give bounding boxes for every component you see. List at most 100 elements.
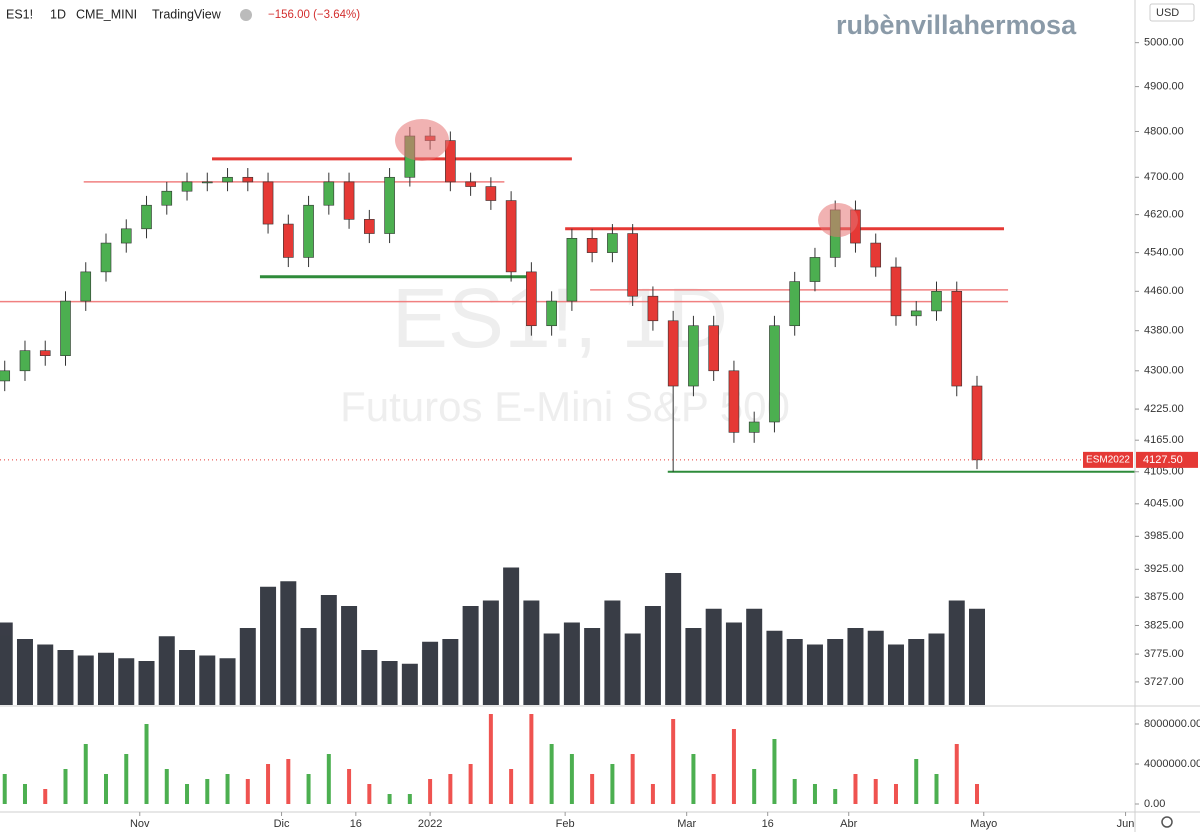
volume-bar [549,744,554,804]
symbol-tag-label: ESM2022 [1086,455,1130,466]
highlight [818,203,858,237]
volume-bar [341,606,358,705]
volume-bar [847,628,864,705]
interval: 1D [50,7,66,21]
currency-button[interactable] [1149,3,1195,22]
volume-bar [853,774,858,804]
candle-body [971,385,983,461]
volume-bar [442,639,459,705]
volume-bar [833,789,838,804]
volume-bar [914,759,919,804]
y-tick-label: 4300.00 [1144,365,1184,377]
currency: USD [1156,7,1179,19]
volume-bar [306,774,311,804]
volume-bar [948,600,965,705]
volume-bar [812,784,817,804]
volume-bar [179,650,196,705]
candle-body [505,200,517,273]
candle-body [769,325,780,423]
volume-bar [650,784,655,804]
candle-body [485,186,497,201]
volume-bar [367,784,372,804]
candle-body [80,271,92,302]
volume-bar [908,639,925,705]
x-tick-label: Feb [556,818,575,830]
candle-body [566,238,578,302]
y-tick-label: 4460.00 [1144,285,1184,297]
candle-body [951,291,963,387]
candle-body [181,181,193,192]
volume-bar [185,784,190,804]
volume-bar [630,754,635,804]
y-tick-label: 3825.00 [1144,619,1184,631]
candle-body [586,238,598,253]
candle-body [39,350,51,356]
volume-bar [503,567,520,705]
volume-bar [225,774,230,804]
volume-bar [164,769,169,804]
candle-body [222,176,233,183]
volume-bar [468,764,473,804]
volume-bar [893,784,898,804]
y-tick-label: 4225.00 [1144,403,1184,415]
highlight [395,119,449,161]
volume-bar [158,636,175,705]
x-tick-label: Nov [130,818,150,830]
candle-body [120,228,132,244]
candle-body [161,190,173,206]
candle-body [323,181,335,206]
y-tick-label: 3925.00 [1144,563,1184,575]
volume-bar [569,754,574,804]
candle-body [100,242,112,273]
candle-body [445,140,456,183]
candle-body [647,295,659,322]
volume-bar [260,586,277,705]
candle-body [384,176,395,234]
volume-bar [731,729,736,804]
volume-bar [954,744,959,804]
volume-bar [83,744,88,804]
y-tick-label: 3875.00 [1144,591,1184,603]
y-tick-label: 4620.00 [1144,209,1184,221]
volume-bar [407,794,412,804]
candle-body [343,181,355,220]
candle-body [789,281,801,327]
settings-icon[interactable] [1161,816,1173,828]
y-tick-label: 4000000.00 [1144,758,1200,770]
volume-bar [806,644,823,705]
volume-bar [448,774,453,804]
y-tick-label: 4380.00 [1144,325,1184,337]
x-tick-label: Mar [677,818,696,830]
volume-bar [300,628,317,705]
volume-bar [104,774,109,804]
candle-body [201,181,213,184]
price-tag-label: 4127.50 [1143,454,1183,466]
volume-bar [665,573,682,705]
candle-body [303,204,314,258]
volume-bar [138,661,155,705]
volume-bar [705,608,722,705]
y-tick-label: 4105.00 [1144,466,1184,478]
candle-body [931,291,942,312]
volume-bar [488,714,493,804]
volume-bar [286,759,291,804]
volume-bar [685,628,702,705]
price-tag [1136,451,1198,468]
volume-bar [239,628,256,705]
watermark-description: Futuros E-Mini S&P 500 [340,383,790,430]
volume-bar [57,650,74,705]
status-dot[interactable] [240,9,252,21]
y-tick-label: 3775.00 [1144,648,1184,660]
volume-bar [280,581,297,705]
candle-body [242,176,254,183]
volume-bar [624,633,641,705]
volume-bar [361,650,378,705]
volume-bar [523,600,540,705]
candle-body [748,421,760,433]
volume-bar [752,769,757,804]
x-tick-label: 16 [762,818,774,830]
y-tick-label: 4700.00 [1144,171,1184,183]
volume-bar [118,658,135,705]
volume-bar [543,633,560,705]
volume-bar [2,774,7,804]
